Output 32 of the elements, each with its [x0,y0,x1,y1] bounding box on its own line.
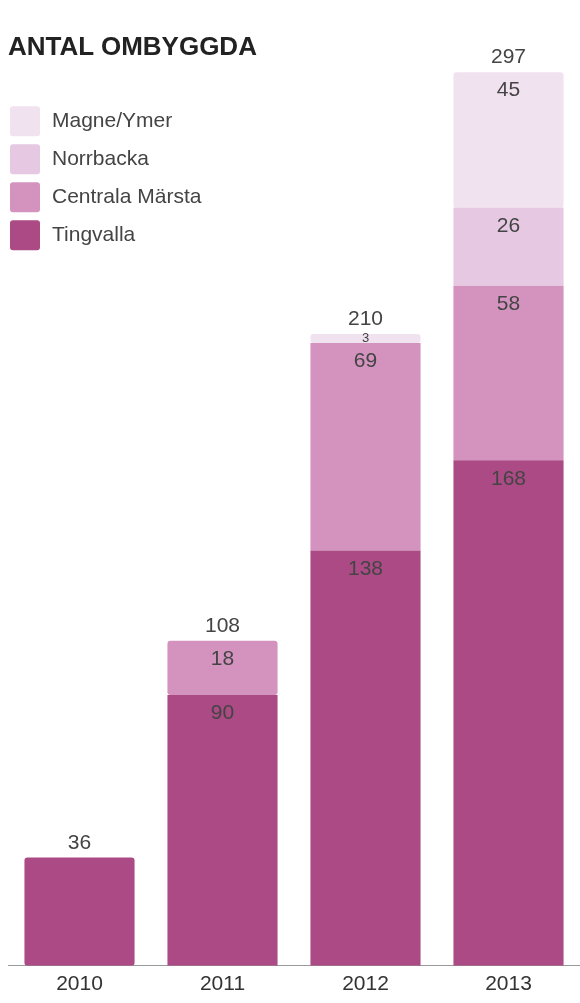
total-label: 210 [347,306,384,330]
data-label: 90 [210,700,235,724]
x-tick-label: 2013 [485,971,532,995]
total-label: 297 [490,44,527,68]
legend-label: Centrala Märsta [52,184,202,207]
chart-title: ANTAL OMBYGGDA [8,30,258,61]
bar [310,333,421,343]
total-label: 36 [67,829,92,853]
bar [453,460,564,966]
bar [310,550,421,966]
bar [167,640,278,695]
data-label: 69 [353,348,378,372]
bar [24,857,135,966]
bar [310,342,421,551]
total-label: 108 [204,613,241,637]
bar [453,207,564,286]
x-tick-label: 2012 [342,971,389,995]
data-label: 138 [347,555,384,579]
bar [167,694,278,966]
data-label: 45 [496,77,521,101]
data-label: 3 [361,330,370,346]
x-tick-label: 2010 [56,971,103,995]
data-label: 58 [496,291,521,315]
x-tick-label: 2011 [199,971,246,995]
bar [453,72,564,208]
legend-label: Tingvalla [52,222,136,245]
legend-label: Norrbacka [52,146,150,169]
bar [453,285,564,461]
data-label: 168 [490,465,527,489]
legend-label: Magne/Ymer [52,108,173,131]
data-label: 18 [210,646,235,670]
data-label: 26 [496,212,521,236]
